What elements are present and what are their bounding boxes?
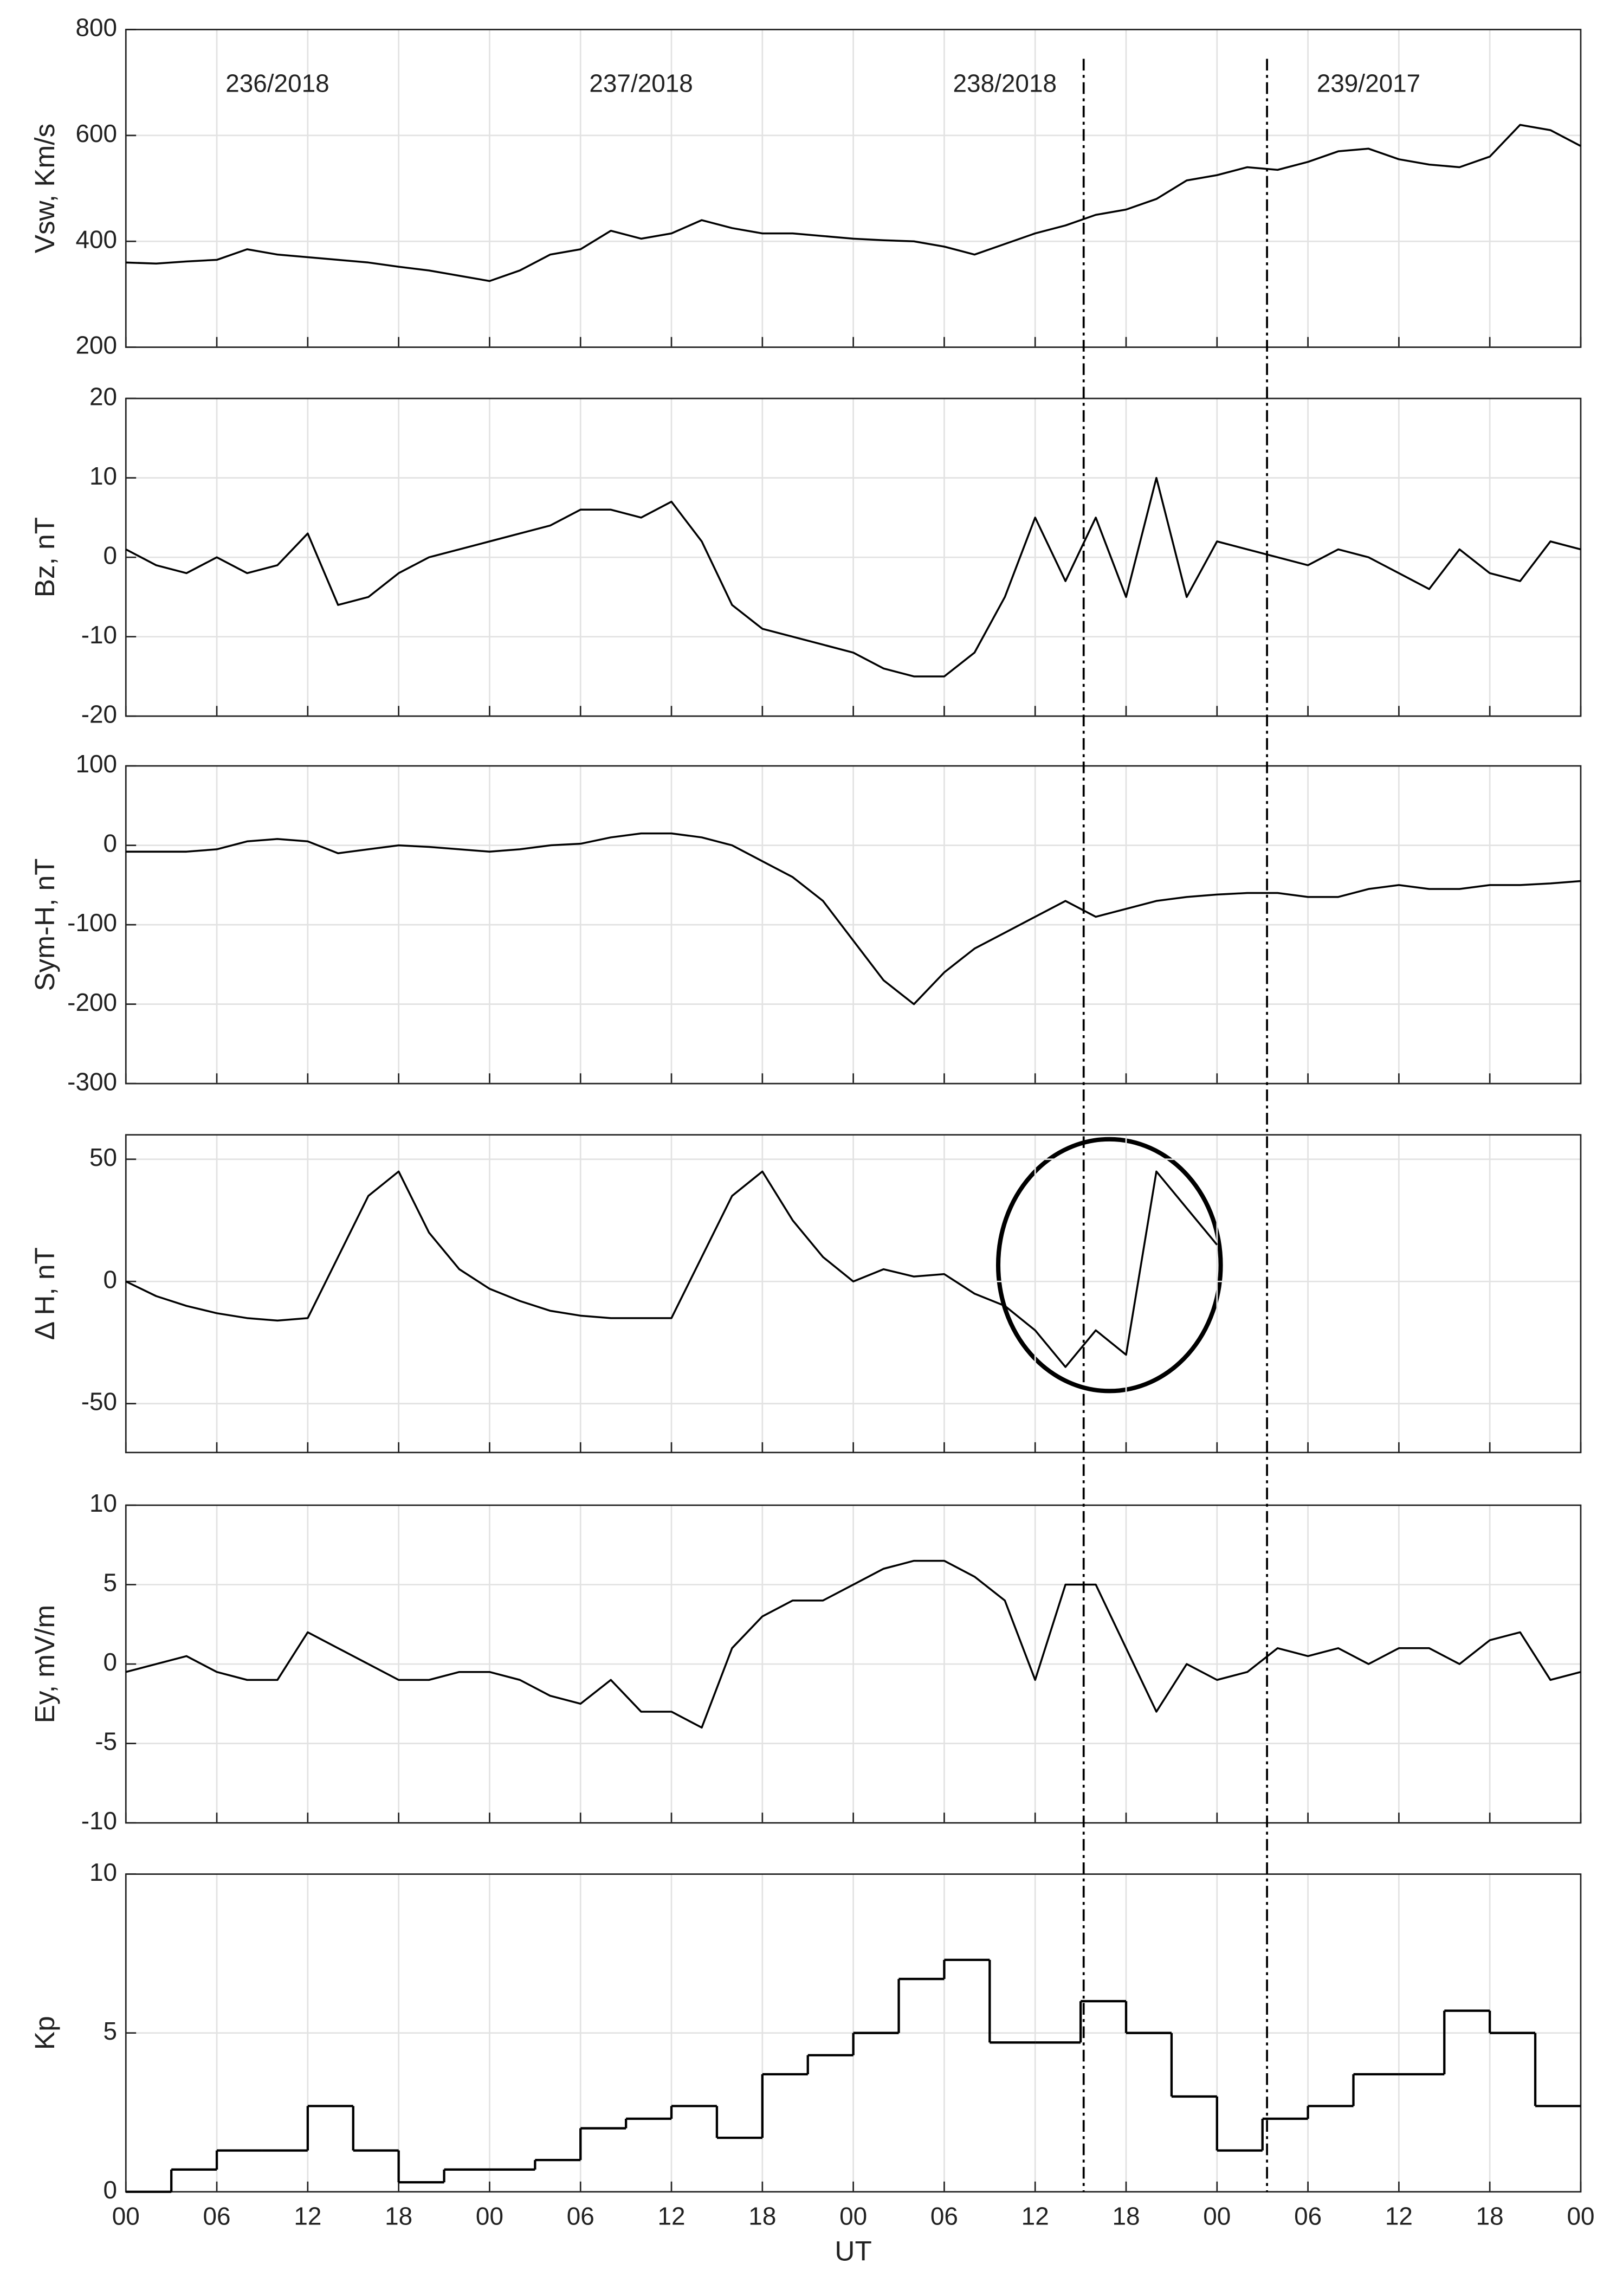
x-tick-label: 06 [567,2202,594,2230]
x-tick-label: 06 [1294,2202,1322,2230]
plot-frame [125,765,1582,1085]
y-tick-label: -10 [81,1807,117,1835]
y-tick-label: 800 [75,14,117,42]
x-tick-label: 06 [930,2202,958,2230]
y-tick-label: 10 [89,1489,117,1517]
y-tick-label: 5 [104,2017,118,2045]
x-tick-label: 00 [839,2202,867,2230]
y-tick-label: 0 [104,1648,118,1676]
y-axis-label: Vsw, Km/s [29,124,60,253]
y-axis-label: Kp [29,2016,60,2050]
y-tick-label: -200 [67,988,117,1016]
y-tick-label: 0 [104,541,118,569]
y-tick-label: -5 [95,1727,117,1756]
y-tick-label: -300 [67,1067,117,1095]
y-tick-label: 5 [104,1569,118,1597]
x-tick-label: 00 [1203,2202,1231,2230]
y-tick-label: 10 [89,462,117,490]
day-label: 237/2018 [589,69,693,97]
y-tick-label: 400 [75,225,117,253]
x-axis-label: UT [835,2236,871,2267]
y-axis-label: Ey, mV/m [29,1605,60,1724]
x-tick-label: 12 [1021,2202,1049,2230]
data-line [125,1559,1581,1729]
y-tick-label: -100 [67,908,117,937]
y-tick-label: 10 [89,1858,117,1886]
x-tick-label: 12 [658,2202,686,2230]
x-tick-label: 18 [1112,2202,1140,2230]
x-tick-label: 12 [1385,2202,1413,2230]
y-axis-label: Bz, nT [29,517,60,597]
data-line [126,124,1581,282]
y-tick-label: 200 [75,331,117,359]
y-tick-label: 600 [75,119,117,147]
x-tick-label: 18 [748,2202,776,2230]
plot-frame [125,1504,1582,1824]
y-tick-label: -20 [81,700,117,728]
x-tick-label: 12 [294,2202,321,2230]
x-tick-label: 18 [385,2202,412,2230]
plot-frame [125,1873,1582,2193]
x-tick-label: 06 [203,2202,231,2230]
day-label: 239/2017 [1317,69,1420,97]
data-line [126,832,1581,1005]
y-tick-label: 100 [75,750,117,778]
plot-frame [125,397,1582,717]
day-label: 236/2018 [225,69,329,97]
x-tick-label: 00 [476,2202,503,2230]
highlight-circle [995,1137,1223,1394]
y-tick-label: -10 [81,621,117,649]
x-tick-label: 18 [1476,2202,1504,2230]
y-tick-label: 50 [89,1143,117,1171]
day-label: 238/2018 [953,69,1057,97]
data-line [125,1170,1218,1368]
data-line [125,476,1581,678]
x-tick-label: 00 [112,2202,140,2230]
y-tick-label: -50 [81,1388,117,1416]
plot-frame [125,1134,1582,1454]
x-tick-label: 00 [1567,2202,1594,2230]
y-tick-label: 20 [89,382,117,410]
y-axis-label: Δ H, nT [29,1247,60,1340]
plot-frame [125,29,1582,348]
y-tick-label: 0 [104,829,118,857]
y-axis-label: Sym-H, nT [29,859,60,991]
y-tick-label: 0 [104,2176,118,2204]
y-tick-label: 0 [104,1265,118,1293]
